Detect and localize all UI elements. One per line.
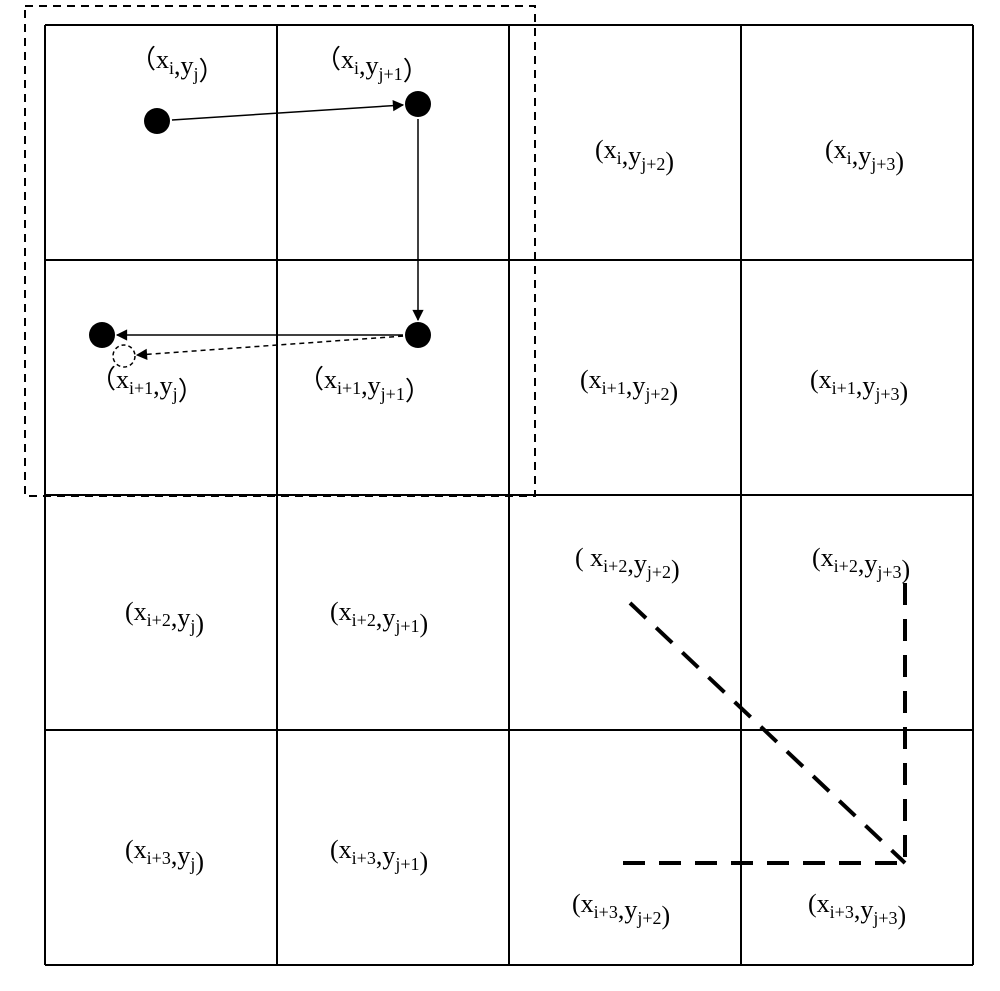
arrow-C-hollow <box>137 336 403 355</box>
cell-label: (xi,yj+2) <box>595 135 674 176</box>
node-D <box>89 322 115 348</box>
node-A <box>144 108 170 134</box>
cell-label: (xi+3,yj+2) <box>572 889 670 930</box>
arrow-A-B <box>172 105 403 120</box>
cell-label: （xi,yj+1） <box>315 45 429 86</box>
cell-label: (xi+2,yj+3) <box>812 543 910 584</box>
dashed-selection-box <box>25 6 535 496</box>
cell-label: (xi+1,yj+2) <box>580 365 678 406</box>
cell-label: (xi,yj+3) <box>825 135 904 176</box>
cell-label: (xi+2,yj+1) <box>330 597 428 638</box>
cell-label: (xi+2,yj) <box>125 597 204 638</box>
cell-label: ( xi+2,yj+2) <box>575 543 680 584</box>
cell-label: （xi,yj） <box>130 45 225 86</box>
cell-label: (xi+3,yj) <box>125 835 204 876</box>
cell-label: （xi+1,yj） <box>90 365 204 406</box>
node-C <box>405 322 431 348</box>
node-hollow <box>113 345 135 367</box>
cell-label: (xi+1,yj+3) <box>810 365 908 406</box>
cell-label: （xi+1,yj+1） <box>298 365 431 406</box>
node-B <box>405 91 431 117</box>
cell-label: (xi+3,yj+3) <box>808 889 906 930</box>
heavy-dashed-line <box>630 603 905 863</box>
cell-label: (xi+3,yj+1) <box>330 835 428 876</box>
